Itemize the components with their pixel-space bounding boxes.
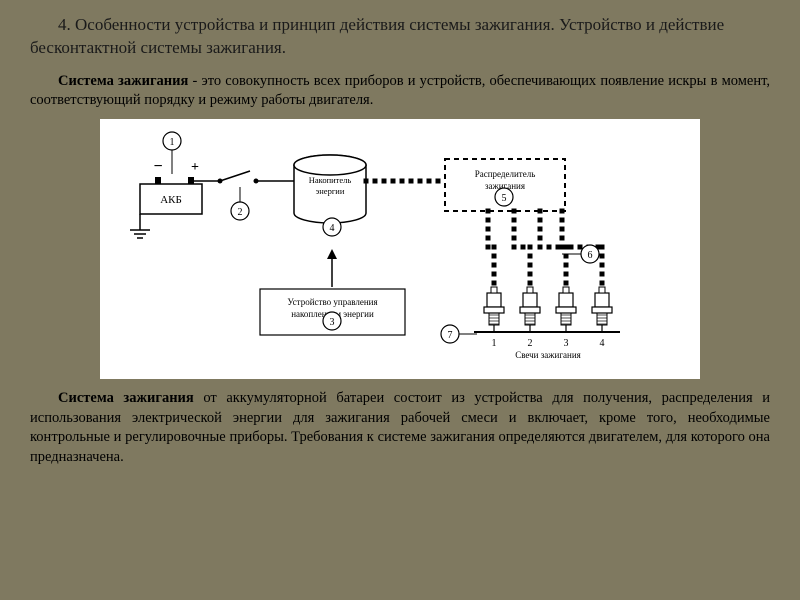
outro-paragraph: Система зажигания от аккумуляторной бата… [30, 389, 770, 467]
intro-term: Система зажигания [58, 73, 188, 89]
svg-text:2: 2 [238, 207, 243, 218]
svg-text:3: 3 [330, 317, 335, 328]
svg-text:АКБ: АКБ [160, 194, 182, 206]
svg-text:3: 3 [564, 338, 569, 349]
svg-text:+: + [191, 160, 199, 175]
outro-term: Система зажигания [58, 390, 194, 406]
svg-text:Свечи зажигания: Свечи зажигания [515, 350, 581, 360]
svg-text:5: 5 [502, 193, 507, 204]
intro-paragraph: Система зажигания - это совокупность все… [30, 72, 770, 111]
svg-text:1: 1 [492, 338, 497, 349]
section-heading: 4. Особенности устройства и принцип дейс… [30, 14, 770, 60]
svg-text:2: 2 [528, 338, 533, 349]
svg-text:Распределитель: Распределитель [475, 169, 536, 179]
svg-text:7: 7 [448, 330, 453, 341]
svg-text:6: 6 [588, 250, 593, 261]
svg-text:Накопитель: Накопитель [309, 175, 352, 185]
svg-text:энергии: энергии [316, 186, 345, 196]
ignition-diagram: АКБ−+НакопительэнергииРаспределительзажи… [100, 119, 700, 379]
svg-text:−: − [153, 158, 162, 175]
svg-text:4: 4 [330, 223, 335, 234]
svg-text:1: 1 [170, 137, 175, 148]
svg-text:4: 4 [600, 338, 605, 349]
svg-text:Устройство управления: Устройство управления [287, 297, 377, 307]
